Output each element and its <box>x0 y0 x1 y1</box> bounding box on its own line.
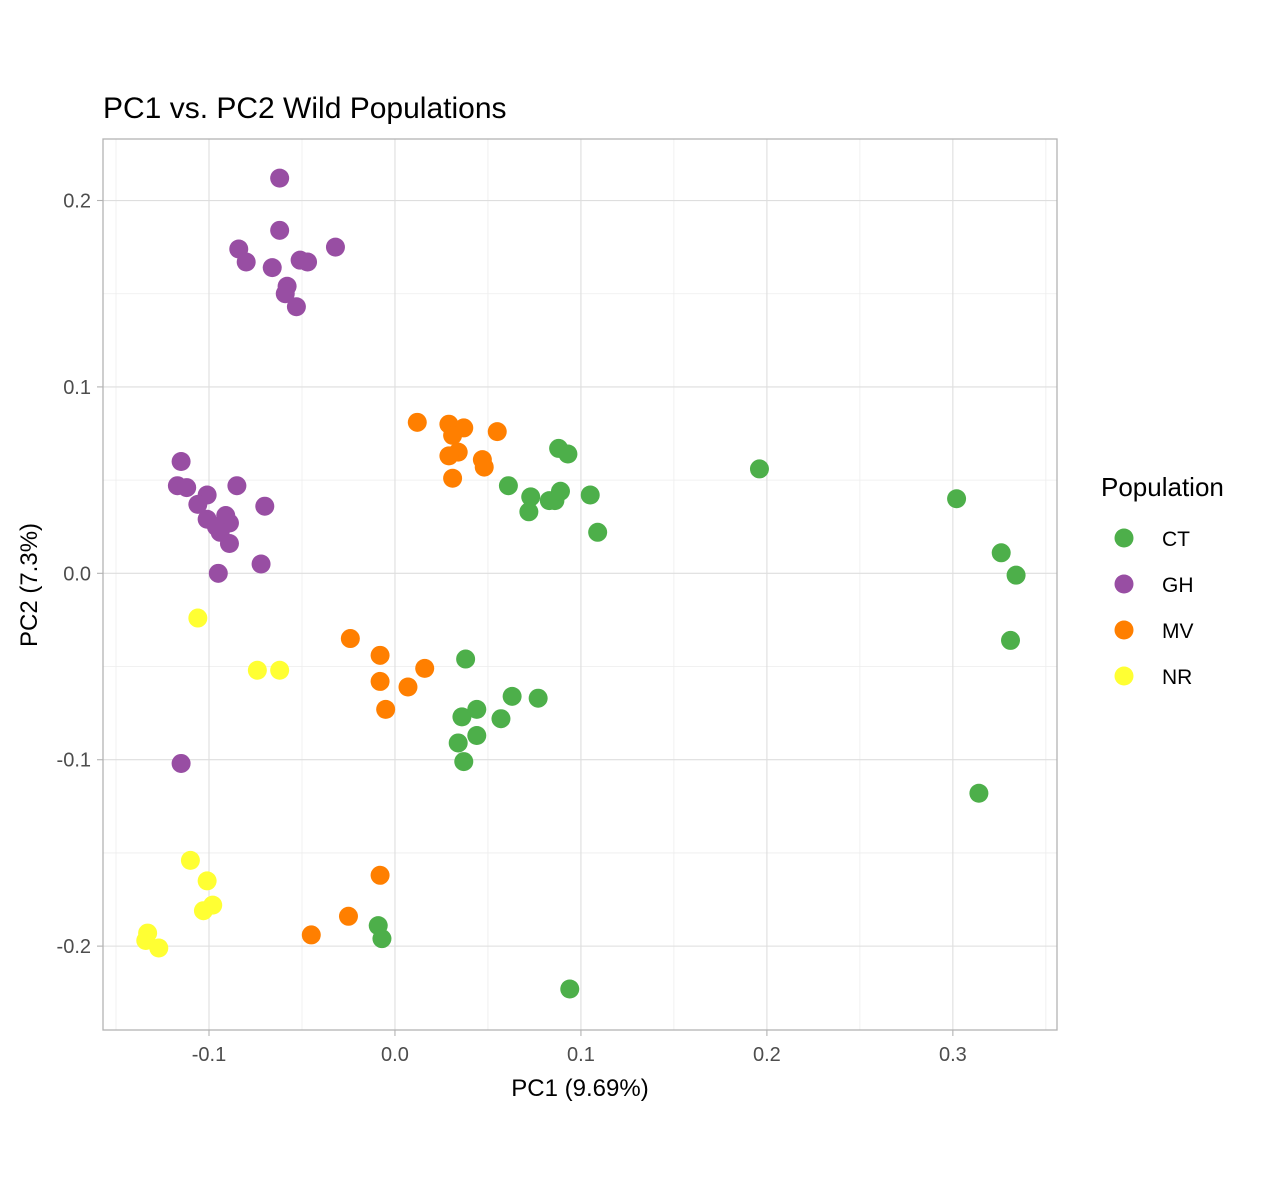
point-mv <box>443 468 463 488</box>
minor-gridlines <box>103 139 1057 1030</box>
y-tick-label: 0.1 <box>63 377 91 399</box>
point-ct <box>491 709 511 729</box>
point-nr <box>180 850 200 870</box>
point-gh <box>208 563 228 583</box>
point-gh <box>286 297 306 317</box>
point-mv <box>370 671 390 691</box>
point-gh <box>275 284 295 304</box>
point-mv <box>474 457 494 477</box>
y-tick-label: -0.2 <box>57 936 91 958</box>
y-tick-label: 0.0 <box>63 563 91 585</box>
point-mv <box>439 446 459 466</box>
point-ct <box>372 929 392 949</box>
chart-title: PC1 vs. PC2 Wild Populations <box>103 92 507 125</box>
point-ct <box>502 686 522 706</box>
point-ct <box>588 522 608 542</box>
point-gh <box>171 451 191 471</box>
point-mv <box>415 658 435 678</box>
point-gh <box>219 533 239 553</box>
point-nr <box>188 608 208 628</box>
point-mv <box>376 699 396 719</box>
point-ct <box>454 752 474 772</box>
point-ct <box>580 485 600 505</box>
point-mv <box>443 425 463 445</box>
point-mv <box>370 645 390 665</box>
point-ct <box>558 444 578 464</box>
point-ct <box>1001 630 1021 650</box>
point-ct <box>550 481 570 501</box>
plot-panel <box>102 138 1058 1031</box>
x-axis-ticks: -0.1 0.0 0.1 0.2 0.3 <box>192 1030 967 1066</box>
point-gh <box>255 496 275 516</box>
point-ct <box>448 733 468 753</box>
point-ct <box>749 459 769 479</box>
point-gh <box>262 258 282 278</box>
point-ct <box>521 487 541 507</box>
legend: Population CT GH MV NR <box>1101 472 1224 689</box>
point-mv <box>301 925 321 945</box>
major-gridlines <box>103 139 1057 1030</box>
point-ct <box>560 979 580 999</box>
legend-label-mv: MV <box>1162 620 1194 643</box>
point-mv <box>407 412 427 432</box>
legend-title: Population <box>1101 472 1224 502</box>
legend-label-gh: GH <box>1162 574 1194 597</box>
point-nr <box>270 660 290 680</box>
point-gh <box>177 478 197 498</box>
point-ct <box>498 476 518 496</box>
legend-key-nr <box>1114 666 1134 686</box>
point-ct <box>452 707 472 727</box>
point-ct <box>467 725 487 745</box>
point-gh <box>227 476 247 496</box>
legend-key-ct <box>1114 528 1134 548</box>
point-gh <box>270 168 290 188</box>
point-ct <box>456 649 476 669</box>
point-gh <box>298 252 318 272</box>
point-ct <box>519 502 539 522</box>
y-axis-title: PC2 (7.3%) <box>16 523 43 647</box>
point-ct <box>947 489 967 509</box>
x-tick-label: 0.1 <box>567 1044 595 1066</box>
point-nr <box>149 938 169 958</box>
x-tick-label: -0.1 <box>192 1044 226 1066</box>
legend-key-gh <box>1114 574 1134 594</box>
y-tick-label: 0.2 <box>63 191 91 213</box>
point-ct <box>467 699 487 719</box>
point-mv <box>370 865 390 885</box>
x-tick-label: 0.0 <box>381 1044 409 1066</box>
y-axis-ticks: -0.2 -0.1 0.0 0.1 0.2 <box>57 191 103 958</box>
legend-label-ct: CT <box>1162 528 1190 551</box>
point-gh <box>188 494 208 514</box>
point-gh <box>270 220 290 240</box>
point-mv <box>398 677 418 697</box>
point-gh <box>251 554 271 574</box>
point-ct <box>969 783 989 803</box>
x-tick-label: 0.3 <box>939 1044 967 1066</box>
x-tick-label: 0.2 <box>753 1044 781 1066</box>
point-gh <box>171 753 191 773</box>
point-ct <box>1006 565 1026 585</box>
point-gh <box>236 252 256 272</box>
point-mv <box>487 422 507 442</box>
data-points <box>136 168 1026 999</box>
point-nr <box>193 901 213 921</box>
x-axis-title: PC1 (9.69%) <box>511 1075 648 1102</box>
y-tick-label: -0.1 <box>57 750 91 772</box>
legend-label-nr: NR <box>1162 666 1192 689</box>
point-mv <box>338 906 358 926</box>
point-ct <box>528 688 548 708</box>
point-nr <box>247 660 267 680</box>
point-nr <box>197 871 217 891</box>
legend-key-mv <box>1114 620 1134 640</box>
point-mv <box>340 629 360 649</box>
point-gh <box>325 237 345 257</box>
point-ct <box>991 543 1011 563</box>
